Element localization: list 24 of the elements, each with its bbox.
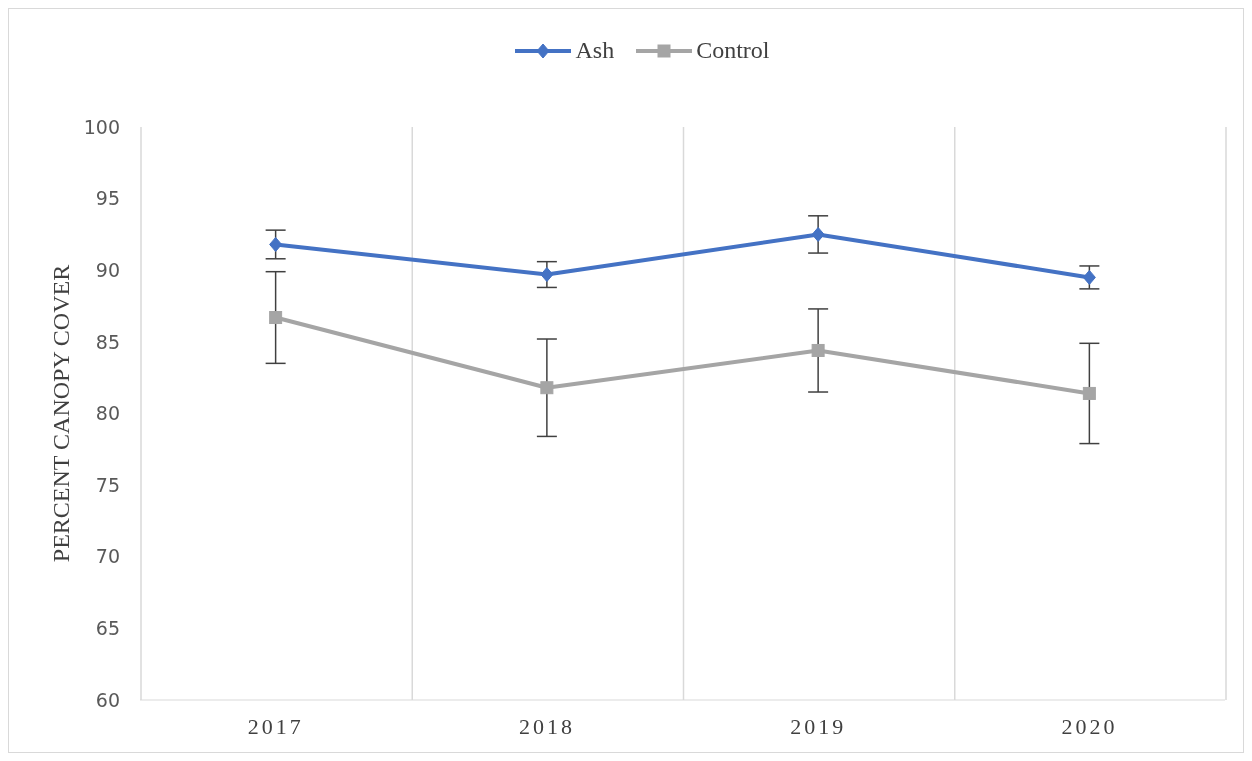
- y-tick-label: 80: [95, 402, 120, 425]
- point: [1082, 386, 1096, 400]
- y-axis-title: PERCENT CANOPY COVER: [47, 264, 74, 563]
- point: [540, 267, 554, 283]
- y-tick-label: 100: [83, 115, 120, 138]
- x-tick-label: 2019: [790, 713, 847, 739]
- point: [811, 226, 825, 242]
- point: [540, 381, 554, 395]
- x-tick-label: 2017: [247, 713, 304, 739]
- y-tick-label: 90: [95, 258, 120, 281]
- y-tick-label: 65: [95, 617, 120, 640]
- point: [269, 236, 283, 252]
- point: [811, 343, 825, 357]
- x-tick-label: 2018: [518, 713, 575, 739]
- legend-label: Control: [696, 37, 770, 64]
- y-tick-label: 75: [95, 473, 120, 496]
- x-tick-label: 2020: [1061, 713, 1118, 739]
- y-tick-label: 85: [95, 330, 120, 353]
- y-tick-label: 60: [95, 688, 120, 711]
- y-tick-label: 95: [95, 187, 120, 210]
- point: [1082, 269, 1096, 285]
- legend-label: Ash: [575, 37, 615, 64]
- y-tick-label: 70: [95, 545, 120, 568]
- point: [269, 311, 283, 325]
